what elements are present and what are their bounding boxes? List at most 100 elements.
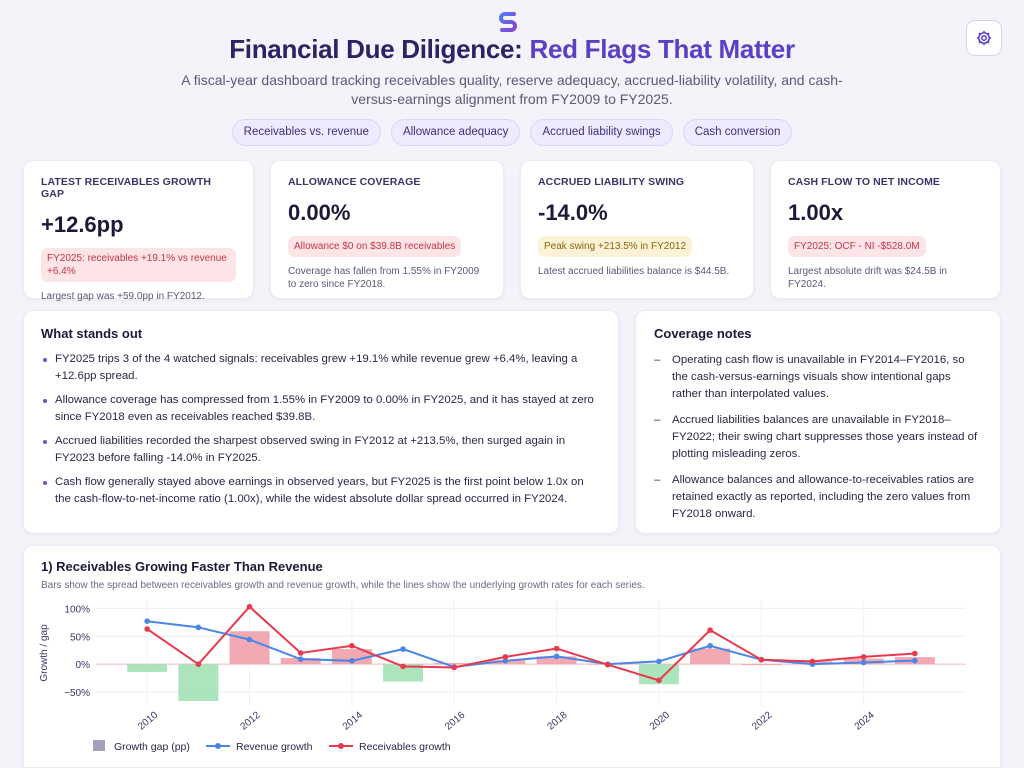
kpi-label: CASH FLOW TO NET INCOME	[788, 176, 941, 188]
revenue-growth-point	[195, 624, 202, 631]
pill-cash-conversion[interactable]: Cash conversion	[682, 119, 793, 146]
coverage-notes-panel: Coverage notes Operating cash flow is un…	[635, 310, 1001, 534]
kpi-badge: FY2025: receivables +19.1% vs revenue +6…	[41, 248, 236, 282]
revenue-growth-line	[147, 620, 915, 668]
coverage-notes-title: Coverage notes	[654, 326, 752, 341]
kpi-note: Latest accrued liabilities balance is $4…	[538, 266, 730, 277]
highlights-title: What stands out	[41, 326, 143, 341]
legend-marker-revenue-growth	[215, 743, 221, 749]
receivables-growth-point	[707, 627, 713, 633]
receivables-growth-point	[246, 603, 253, 610]
settings-button[interactable]	[966, 20, 1002, 56]
receivables-growth-line	[146, 605, 915, 682]
legend-label: Receivables growth	[359, 741, 451, 753]
x-tick-label: 2022	[750, 710, 774, 733]
highlight-item: Accrued liabilities recorded the sharpes…	[41, 433, 601, 467]
legend-label: Revenue growth	[236, 741, 313, 753]
receivables-growth-point	[400, 663, 406, 670]
receivables-growth-point	[604, 661, 611, 668]
receivables-growth-point	[553, 645, 560, 652]
page-title-main: Financial Due Diligence:	[229, 34, 530, 64]
x-tick-label: 2020	[648, 710, 672, 733]
gear-icon	[976, 30, 992, 46]
growth-gap-bar	[690, 648, 731, 665]
growth-gap-bar	[536, 656, 577, 665]
kpi-label: LATEST RECEIVABLES GROWTH GAP	[41, 176, 212, 200]
kpi-label: ACCRUED LIABILITY SWING	[538, 176, 685, 188]
highlight-item: FY2025 trips 3 of the 4 watched signals:…	[41, 351, 601, 385]
growth-gap-bar	[127, 664, 168, 672]
x-tick-label: 2010	[136, 710, 160, 733]
kpi-value: +12.6pp	[41, 212, 124, 237]
growth-gap-bar	[383, 664, 424, 682]
receivables-growth-point	[195, 661, 202, 667]
kpi-note: Coverage has fallen from 1.55% in FY2009…	[288, 266, 480, 290]
revenue-growth-point	[553, 653, 560, 660]
x-tick-label: 2018	[545, 710, 569, 733]
y-tick-label: 0%	[76, 660, 91, 671]
x-tick-label: 2014	[341, 710, 365, 733]
chart-title: 1) Receivables Growing Faster Than Reven…	[41, 559, 323, 574]
page-title-accent: Red Flags That Matter	[529, 34, 795, 64]
revenue-growth-point	[502, 658, 509, 664]
revenue-growth-point	[400, 646, 406, 652]
legend-marker-receivables-growth	[338, 743, 344, 749]
kpi-value: 1.00x	[788, 200, 844, 225]
receivables-growth-point	[912, 650, 918, 657]
page-title: Financial Due Diligence: Red Flags That …	[0, 34, 1024, 65]
growth-gap-bar	[434, 663, 475, 665]
receivables-growth-point	[297, 650, 304, 656]
revenue-growth-point	[912, 657, 918, 664]
kpi-card-allowance-coverage: ALLOWANCE COVERAGE 0.00% Allowance $0 on…	[270, 160, 504, 299]
coverage-note-item: Allowance balances and allowance-to-rece…	[654, 472, 982, 523]
receivables-growth-point	[860, 654, 867, 660]
receivables-growth-point	[502, 654, 509, 660]
revenue-growth-point	[144, 618, 150, 624]
revenue-growth-point	[860, 659, 867, 666]
receivables-growth-point	[809, 658, 816, 665]
receivables-growth-chart: −50% 0% 50% 100% 2010 2012 2014 2016 2018 2020 202…	[39, 600, 966, 753]
kpi-badge: FY2025: OCF - NI -$528.0M	[788, 236, 926, 257]
revenue-growth-point	[246, 636, 253, 643]
legend-label: Growth gap (pp)	[114, 741, 190, 753]
kpi-card-accrued-liability-swing: ACCRUED LIABILITY SWING -14.0% Peak swin…	[520, 160, 754, 299]
kpi-card-cash-flow-to-net-income: CASH FLOW TO NET INCOME 1.00x FY2025: OC…	[770, 160, 1001, 299]
growth-gap-bar	[741, 664, 782, 666]
kpi-badge: Allowance $0 on $39.8B receivables	[288, 236, 462, 257]
coverage-note-item: Operating cash flow is unavailable in FY…	[654, 352, 982, 403]
revenue-growth-point	[297, 656, 304, 662]
y-tick-label: 50%	[70, 632, 90, 643]
x-tick-label: 2012	[238, 710, 262, 733]
highlight-item: Cash flow generally stayed above earning…	[41, 474, 601, 508]
growth-gap-bar	[178, 664, 219, 701]
receivables-growth-point	[349, 642, 355, 649]
kpi-note: Largest gap was +59.0pp in FY2012.	[41, 291, 205, 302]
receivables-growth-point	[451, 664, 458, 671]
kpi-card-receivables-gap: LATEST RECEIVABLES GROWTH GAP +12.6pp FY…	[23, 160, 254, 302]
legend-swatch-growth-gap	[93, 740, 105, 751]
revenue-growth-point	[707, 642, 713, 649]
pill-accrued-liability-swings[interactable]: Accrued liability swings	[530, 119, 673, 146]
x-tick-label: 2016	[443, 710, 467, 733]
pill-receivables-vs-revenue[interactable]: Receivables vs. revenue	[231, 119, 381, 146]
x-tick-label: 2024	[853, 710, 877, 733]
receivables-growth-point	[144, 626, 150, 632]
section-pills: Receivables vs. revenue Allowance adequa…	[0, 119, 1024, 146]
coverage-note-item: Accrued liabilities balances are unavail…	[654, 412, 982, 463]
pill-allowance-adequacy[interactable]: Allowance adequacy	[390, 119, 521, 146]
receivables-growth-point	[656, 677, 662, 684]
chart-subtitle: Bars show the spread between receivables…	[41, 580, 645, 591]
app-logo-icon	[499, 12, 517, 32]
y-axis-title: Growth / gap	[39, 624, 50, 682]
highlights-panel: What stands out FY2025 trips 3 of the 4 …	[23, 310, 619, 534]
receivables-growth-point	[758, 656, 765, 663]
kpi-value: -14.0%	[538, 200, 608, 225]
kpi-value: 0.00%	[288, 200, 351, 225]
y-tick-label: −50%	[64, 688, 90, 699]
page-subtitle: A fiscal-year dashboard tracking receiva…	[181, 72, 843, 107]
revenue-growth-point	[656, 658, 662, 665]
kpi-label: ALLOWANCE COVERAGE	[288, 176, 421, 188]
y-tick-label: 100%	[64, 604, 90, 615]
highlight-item: Allowance coverage has compressed from 1…	[41, 392, 601, 426]
kpi-badge: Peak swing +213.5% in FY2012	[538, 236, 693, 257]
